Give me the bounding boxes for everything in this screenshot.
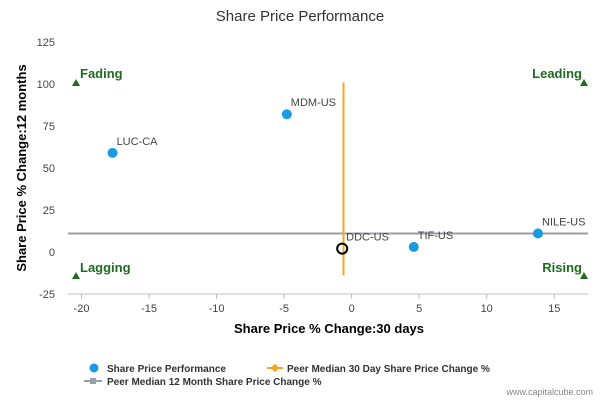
legend: Share Price Performance Peer Median 30 D… bbox=[84, 363, 490, 388]
data-point bbox=[281, 109, 292, 120]
quadrant-label-lagging: Lagging bbox=[80, 260, 131, 275]
y-axis-title: Share Price % Change:12 months bbox=[14, 64, 29, 271]
x-tick-label: -5 bbox=[279, 303, 289, 315]
quadrant-marker-triangle bbox=[72, 272, 80, 279]
y-tick-label: 0 bbox=[49, 247, 55, 259]
x-tick-label: -20 bbox=[74, 303, 90, 315]
quadrant-label-fading: Fading bbox=[80, 66, 123, 81]
credit-text[interactable]: www.capitalcube.com bbox=[505, 387, 593, 397]
x-axis-title: Share Price % Change:30 days bbox=[234, 321, 424, 336]
legend-marker-square bbox=[90, 378, 96, 384]
x-tick-label: 10 bbox=[481, 303, 493, 315]
legend-marker-diamond bbox=[270, 363, 280, 373]
x-tick-label: -10 bbox=[209, 303, 225, 315]
legend-item-peer-median-30d[interactable]: Peer Median 30 Day Share Price Change % bbox=[267, 363, 490, 375]
x-tick-label: 15 bbox=[548, 303, 560, 315]
y-tick-label: 50 bbox=[43, 163, 55, 175]
y-tick-label: 125 bbox=[37, 37, 55, 49]
x-tick-label: -15 bbox=[141, 303, 157, 315]
x-tick-label: 0 bbox=[349, 303, 355, 315]
quadrant-label-leading: Leading bbox=[532, 66, 582, 81]
data-point bbox=[107, 147, 118, 158]
data-point-label: NILE-US bbox=[542, 217, 585, 229]
subject-point bbox=[336, 242, 349, 255]
quadrant-marker-triangle bbox=[580, 79, 588, 86]
legend-item-peer-median-12m[interactable]: Peer Median 12 Month Share Price Change … bbox=[84, 377, 322, 388]
data-point bbox=[408, 241, 419, 252]
x-tick-label: 5 bbox=[416, 303, 422, 315]
legend-marker-circle bbox=[89, 363, 99, 373]
y-tick-label: -25 bbox=[39, 289, 55, 301]
legend-item-share-price-performance[interactable]: Share Price Performance bbox=[89, 363, 227, 376]
plot-area: -20 -15 -10 -5 0 5 10 15 -25 0 25 50 75 100 125 Fading L… bbox=[37, 37, 588, 315]
quadrant-label-rising: Rising bbox=[542, 260, 582, 275]
quadrant-marker-triangle bbox=[72, 79, 80, 86]
data-point-label: MDM-US bbox=[291, 97, 336, 109]
y-tick-label: 25 bbox=[43, 205, 55, 217]
legend-label-peer-median-30d: Peer Median 30 Day Share Price Change % bbox=[287, 364, 490, 375]
y-tick-label: 100 bbox=[37, 79, 55, 91]
chart-title: Share Price Performance bbox=[216, 8, 384, 25]
data-point bbox=[533, 228, 544, 239]
data-point-label: TIF-US bbox=[418, 230, 453, 242]
legend-label-peer-median-12m: Peer Median 12 Month Share Price Change … bbox=[107, 377, 322, 388]
subject-point-label: DDC-US bbox=[346, 232, 389, 244]
data-point-label: LUC-CA bbox=[117, 136, 159, 148]
quadrant-marker-triangle bbox=[580, 272, 588, 279]
legend-label-share-price-performance: Share Price Performance bbox=[107, 364, 226, 375]
y-tick-label: 75 bbox=[43, 121, 55, 133]
